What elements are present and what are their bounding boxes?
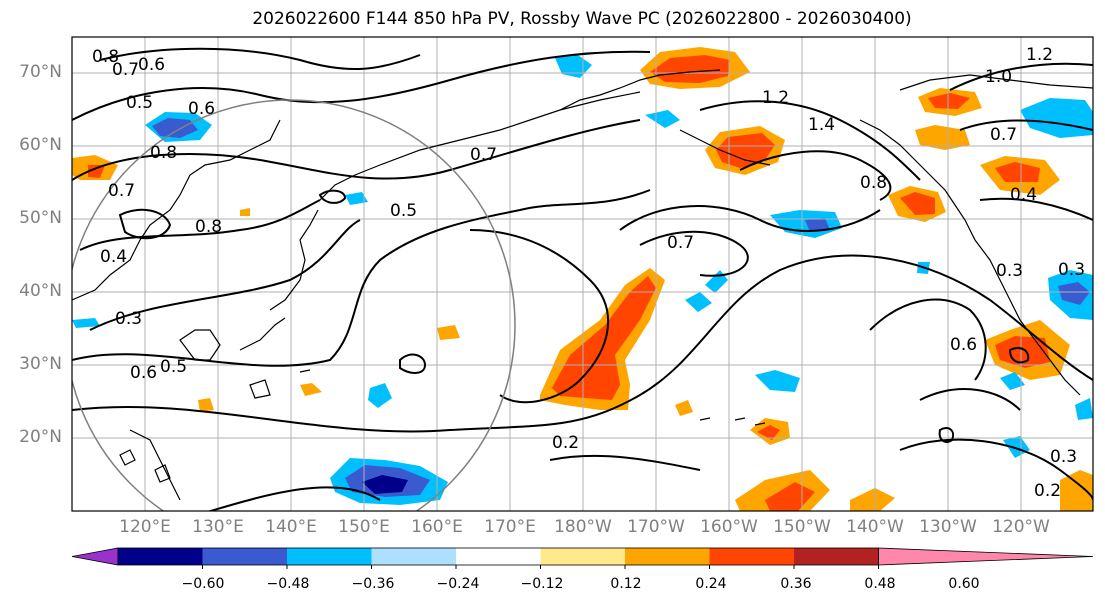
- map-area: 0.8 0.7 0.6 0.5 0.6 0.8 0.7 0.4 0.3 0.6 …: [72, 37, 1093, 511]
- colorbar-tick: −0.36: [351, 576, 395, 592]
- colorbar-tick: 0.48: [864, 576, 896, 592]
- colorbar-tick: 0.24: [695, 576, 727, 592]
- colorbar-extend-max: [878, 547, 1094, 566]
- page-title: 2026022600 F144 850 hPa PV, Rossby Wave …: [252, 9, 912, 29]
- colorbar-tick: 0.36: [780, 576, 812, 592]
- colorbar-frame: [117, 547, 879, 566]
- contour-label: 0.5: [160, 357, 187, 377]
- contour-label: 0.8: [195, 217, 222, 237]
- lat-tick: 40°N: [19, 281, 62, 301]
- lon-tick: 140°W: [846, 517, 904, 537]
- negative-anomaly-regions: [72, 55, 1093, 505]
- lon-tick: 150°W: [773, 517, 831, 537]
- colorbar-tick: −0.12: [520, 576, 564, 592]
- contour-label: 0.2: [552, 433, 579, 453]
- contour-label: 1.2: [1026, 45, 1053, 65]
- contour-label: 0.7: [112, 60, 139, 80]
- lon-tick: 180°W: [554, 517, 612, 537]
- contour-label: 0.2: [1034, 481, 1061, 501]
- colorbar-swatch: [540, 548, 626, 565]
- colorbar-swatch: [371, 548, 457, 565]
- contour-label: 1.4: [808, 115, 835, 135]
- contour-label: 0.4: [1010, 185, 1037, 205]
- contour-label: 0.3: [1058, 260, 1085, 280]
- colorbar-extend-min: [71, 547, 119, 566]
- colorbar-swatch: [794, 548, 879, 565]
- lon-tick: 140°E: [265, 517, 317, 537]
- lon-tick: 130°E: [192, 517, 244, 537]
- reference-circle: [72, 99, 516, 511]
- contour-label: 0.5: [126, 93, 153, 113]
- colorbar-tick: −0.24: [436, 576, 480, 592]
- lon-tick: 160°W: [700, 517, 758, 537]
- colorbar-swatch: [287, 548, 372, 565]
- colorbar-tick: 0.60: [948, 576, 980, 592]
- lon-tick: 160°E: [411, 517, 463, 537]
- lat-tick: 70°N: [19, 62, 62, 82]
- pv-contours: [72, 47, 1093, 511]
- colorbar-swatch: [202, 548, 288, 565]
- contour-label: 0.7: [108, 181, 135, 201]
- coastlines: [72, 69, 1093, 501]
- contour-label: 0.6: [188, 99, 215, 119]
- lon-tick: 170°W: [627, 517, 685, 537]
- colorbar-tick: −0.60: [181, 576, 225, 592]
- contour-label-group: 0.8 0.7 0.6 0.5 0.6 0.8 0.7 0.4 0.3 0.6 …: [92, 45, 1085, 501]
- contour-label: 0.3: [996, 261, 1023, 281]
- contour-label: 1.0: [985, 67, 1012, 87]
- colorbar-swatch: [456, 548, 541, 565]
- lat-tick: 50°N: [19, 208, 62, 228]
- lat-tick: 20°N: [19, 427, 62, 447]
- lat-tick: 30°N: [19, 354, 62, 374]
- colorbar: [71, 547, 1094, 569]
- colorbar-swatch: [118, 548, 203, 565]
- map-frame: [71, 36, 1094, 512]
- contour-label: 0.6: [950, 335, 977, 355]
- contour-label: 0.5: [390, 201, 417, 221]
- colorbar-tick: −0.48: [266, 576, 310, 592]
- lon-tick: 130°W: [919, 517, 977, 537]
- contour-label: 0.8: [860, 173, 887, 193]
- contour-label: 0.7: [990, 125, 1017, 145]
- colorbar-swatch: [709, 548, 795, 565]
- contour-label: 0.8: [150, 143, 177, 163]
- contour-label: 0.3: [1050, 447, 1077, 467]
- lon-tick: 170°E: [484, 517, 536, 537]
- lon-tick: 150°E: [338, 517, 390, 537]
- contour-label: 0.7: [470, 145, 497, 165]
- lat-tick: 60°N: [19, 135, 62, 155]
- contour-label: 0.4: [100, 247, 127, 267]
- colorbar-tick: 0.12: [610, 576, 642, 592]
- contour-label: 0.6: [130, 363, 157, 383]
- lon-tick: 120°W: [992, 517, 1050, 537]
- lon-tick: 120°E: [119, 517, 171, 537]
- contour-label: 0.6: [138, 55, 165, 75]
- contour-label: 0.8: [92, 47, 119, 67]
- colorbar-swatch: [625, 548, 710, 565]
- contour-label: 0.3: [115, 309, 142, 329]
- contour-label: 1.2: [762, 88, 789, 108]
- contour-label: 0.7: [667, 233, 694, 253]
